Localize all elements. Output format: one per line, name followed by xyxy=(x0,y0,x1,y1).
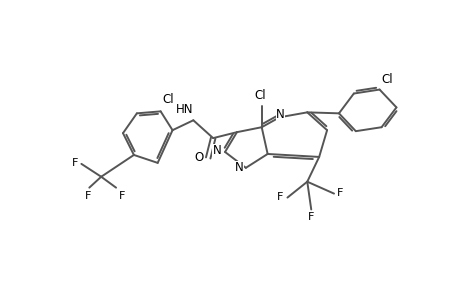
Text: Cl: Cl xyxy=(381,73,392,85)
Text: F: F xyxy=(308,212,314,222)
Text: N: N xyxy=(234,161,243,174)
Text: F: F xyxy=(72,158,78,168)
Text: F: F xyxy=(336,188,342,198)
Text: HN: HN xyxy=(175,103,193,116)
Text: F: F xyxy=(85,190,91,201)
Text: F: F xyxy=(119,190,125,201)
Text: O: O xyxy=(194,152,203,164)
Text: N: N xyxy=(275,108,284,121)
Text: Cl: Cl xyxy=(162,93,174,106)
Text: Cl: Cl xyxy=(253,89,265,102)
Text: N: N xyxy=(212,145,221,158)
Text: F: F xyxy=(276,192,283,202)
